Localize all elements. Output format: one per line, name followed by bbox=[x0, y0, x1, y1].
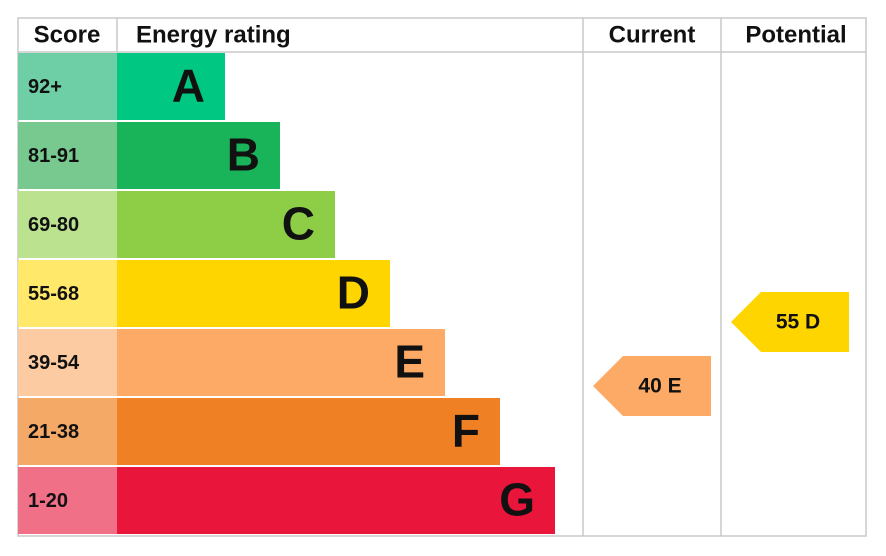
header-score: Score bbox=[34, 21, 101, 48]
potential-arrow bbox=[731, 292, 849, 352]
rating-letter: G bbox=[499, 474, 535, 526]
rating-bar bbox=[117, 398, 500, 465]
score-range: 81-91 bbox=[28, 145, 79, 167]
arrow-label: 40 E bbox=[638, 375, 681, 398]
rating-bar bbox=[117, 122, 280, 189]
score-range: 55-68 bbox=[28, 283, 79, 305]
current-arrow bbox=[593, 356, 711, 416]
header-energy-rating: Energy rating bbox=[136, 21, 291, 48]
rating-letter: E bbox=[394, 336, 425, 388]
score-range: 39-54 bbox=[28, 352, 80, 374]
header-current: Current bbox=[609, 21, 696, 48]
score-cell bbox=[18, 191, 117, 258]
rating-letter: D bbox=[337, 267, 370, 319]
score-cell bbox=[18, 329, 117, 396]
rating-letter: B bbox=[227, 129, 260, 181]
rating-bar bbox=[117, 260, 390, 327]
rating-bar bbox=[117, 53, 225, 120]
arrow-label: 55 D bbox=[776, 311, 820, 334]
score-range: 21-38 bbox=[28, 421, 79, 443]
score-range: 92+ bbox=[28, 76, 62, 98]
rating-letter: A bbox=[172, 60, 205, 112]
rating-bar bbox=[117, 329, 445, 396]
rating-bar bbox=[117, 191, 335, 258]
score-cell bbox=[18, 122, 117, 189]
score-cell bbox=[18, 398, 117, 465]
rating-bar bbox=[117, 467, 555, 534]
header-potential: Potential bbox=[745, 21, 846, 48]
score-range: 1-20 bbox=[28, 490, 68, 512]
score-cell bbox=[18, 53, 117, 120]
score-cell bbox=[18, 260, 117, 327]
rating-letter: C bbox=[282, 198, 315, 250]
score-range: 69-80 bbox=[28, 214, 79, 236]
rating-letter: F bbox=[452, 405, 480, 457]
score-cell bbox=[18, 467, 117, 534]
